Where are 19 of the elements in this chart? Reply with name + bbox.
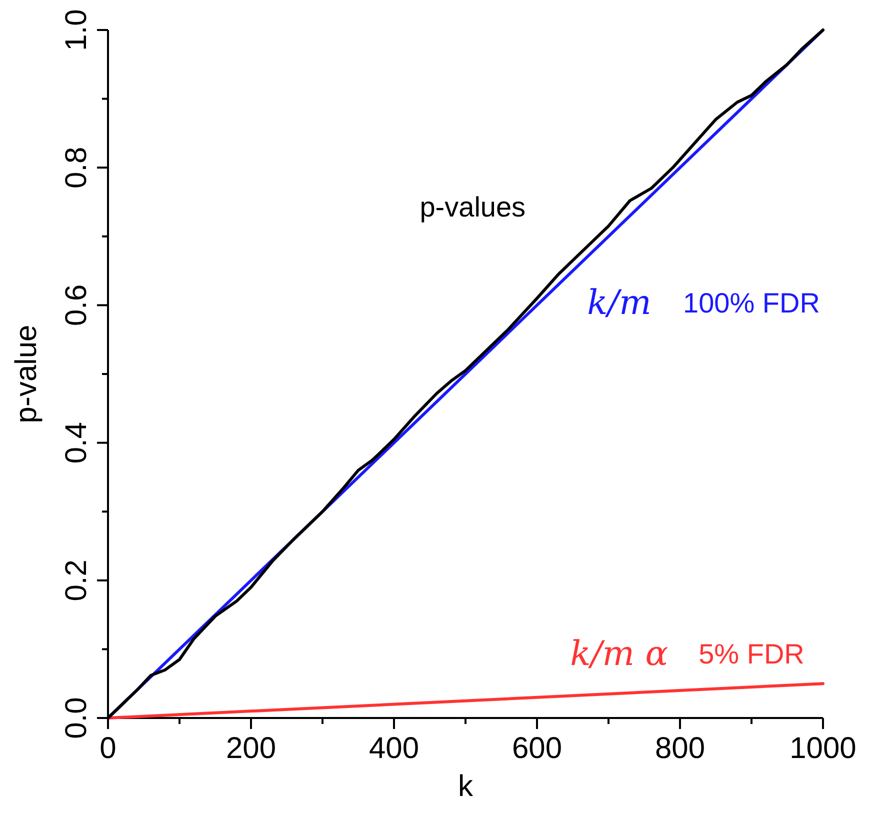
annotation: k/m xyxy=(587,283,652,324)
y-tick-label: 1.0 xyxy=(60,9,93,51)
x-tick-label: 600 xyxy=(512,732,562,765)
x-tick-label: 200 xyxy=(226,732,276,765)
y-tick-label: 0.4 xyxy=(60,422,93,464)
x-tick-label: 800 xyxy=(654,732,706,765)
x-tick-label: 0 xyxy=(100,732,116,765)
y-tick-label: 0.6 xyxy=(60,284,93,326)
text: p-values xyxy=(420,191,526,222)
y-axis-title: p-value xyxy=(10,324,43,424)
y-tick-label: 0.2 xyxy=(60,560,93,602)
annotation: k/m α xyxy=(570,634,668,674)
y-tick-label: 0.8 xyxy=(60,146,93,188)
y-tick-label: 0.0 xyxy=(60,697,93,739)
series-label: 5% FDR xyxy=(698,638,804,670)
x-tick-label: 1000 xyxy=(790,732,856,765)
x-tick-label: 400 xyxy=(368,732,420,765)
x-axis-title: k xyxy=(458,770,474,803)
text: 100% FDR xyxy=(683,288,820,319)
